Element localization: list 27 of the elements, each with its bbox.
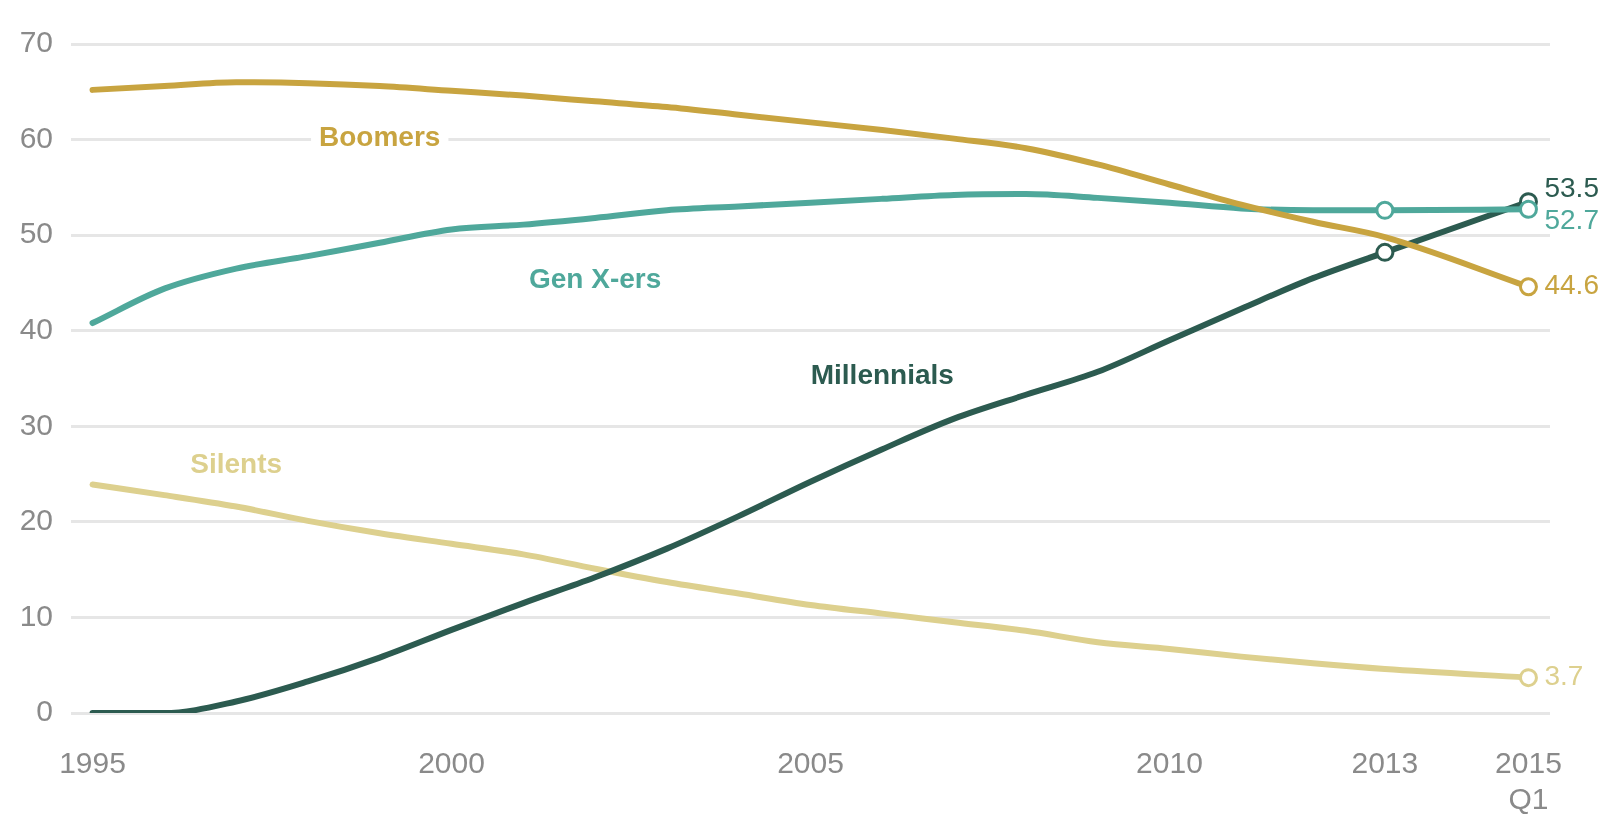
x-tick-label: 2005 [777, 746, 844, 780]
y-tick-label: 70 [19, 25, 53, 59]
x-tick-label: 2013 [1351, 746, 1419, 780]
point [1518, 277, 1538, 297]
point [1375, 242, 1395, 262]
x-tick-label: 2010 [1136, 746, 1203, 780]
series-label: Millennials [810, 358, 954, 390]
data-label: 52.7 [1544, 204, 1599, 236]
series-label: Boomers [319, 120, 441, 152]
y-tick-label: 40 [19, 311, 53, 345]
x-tick-label: 2015 Q1 [1495, 746, 1562, 816]
y-tick-label: 20 [19, 503, 53, 537]
point [1518, 199, 1538, 219]
y-tick-label: 0 [36, 694, 53, 728]
series-label: Silents [190, 448, 283, 480]
data-label: 53.5 [1544, 172, 1599, 204]
point [1375, 200, 1395, 220]
x-tick-label: 1995 [59, 746, 126, 780]
point [1518, 668, 1538, 688]
y-tick-label: 10 [19, 598, 53, 632]
series-label: Gen X-ers [528, 262, 662, 294]
y-tick-label: 50 [19, 216, 53, 250]
y-tick-label: 60 [19, 120, 53, 154]
x-tick-label: 2000 [418, 746, 485, 780]
data-label: 3.7 [1544, 660, 1584, 692]
data-label: 44.6 [1544, 269, 1599, 301]
y-tick-label: 30 [19, 407, 53, 441]
